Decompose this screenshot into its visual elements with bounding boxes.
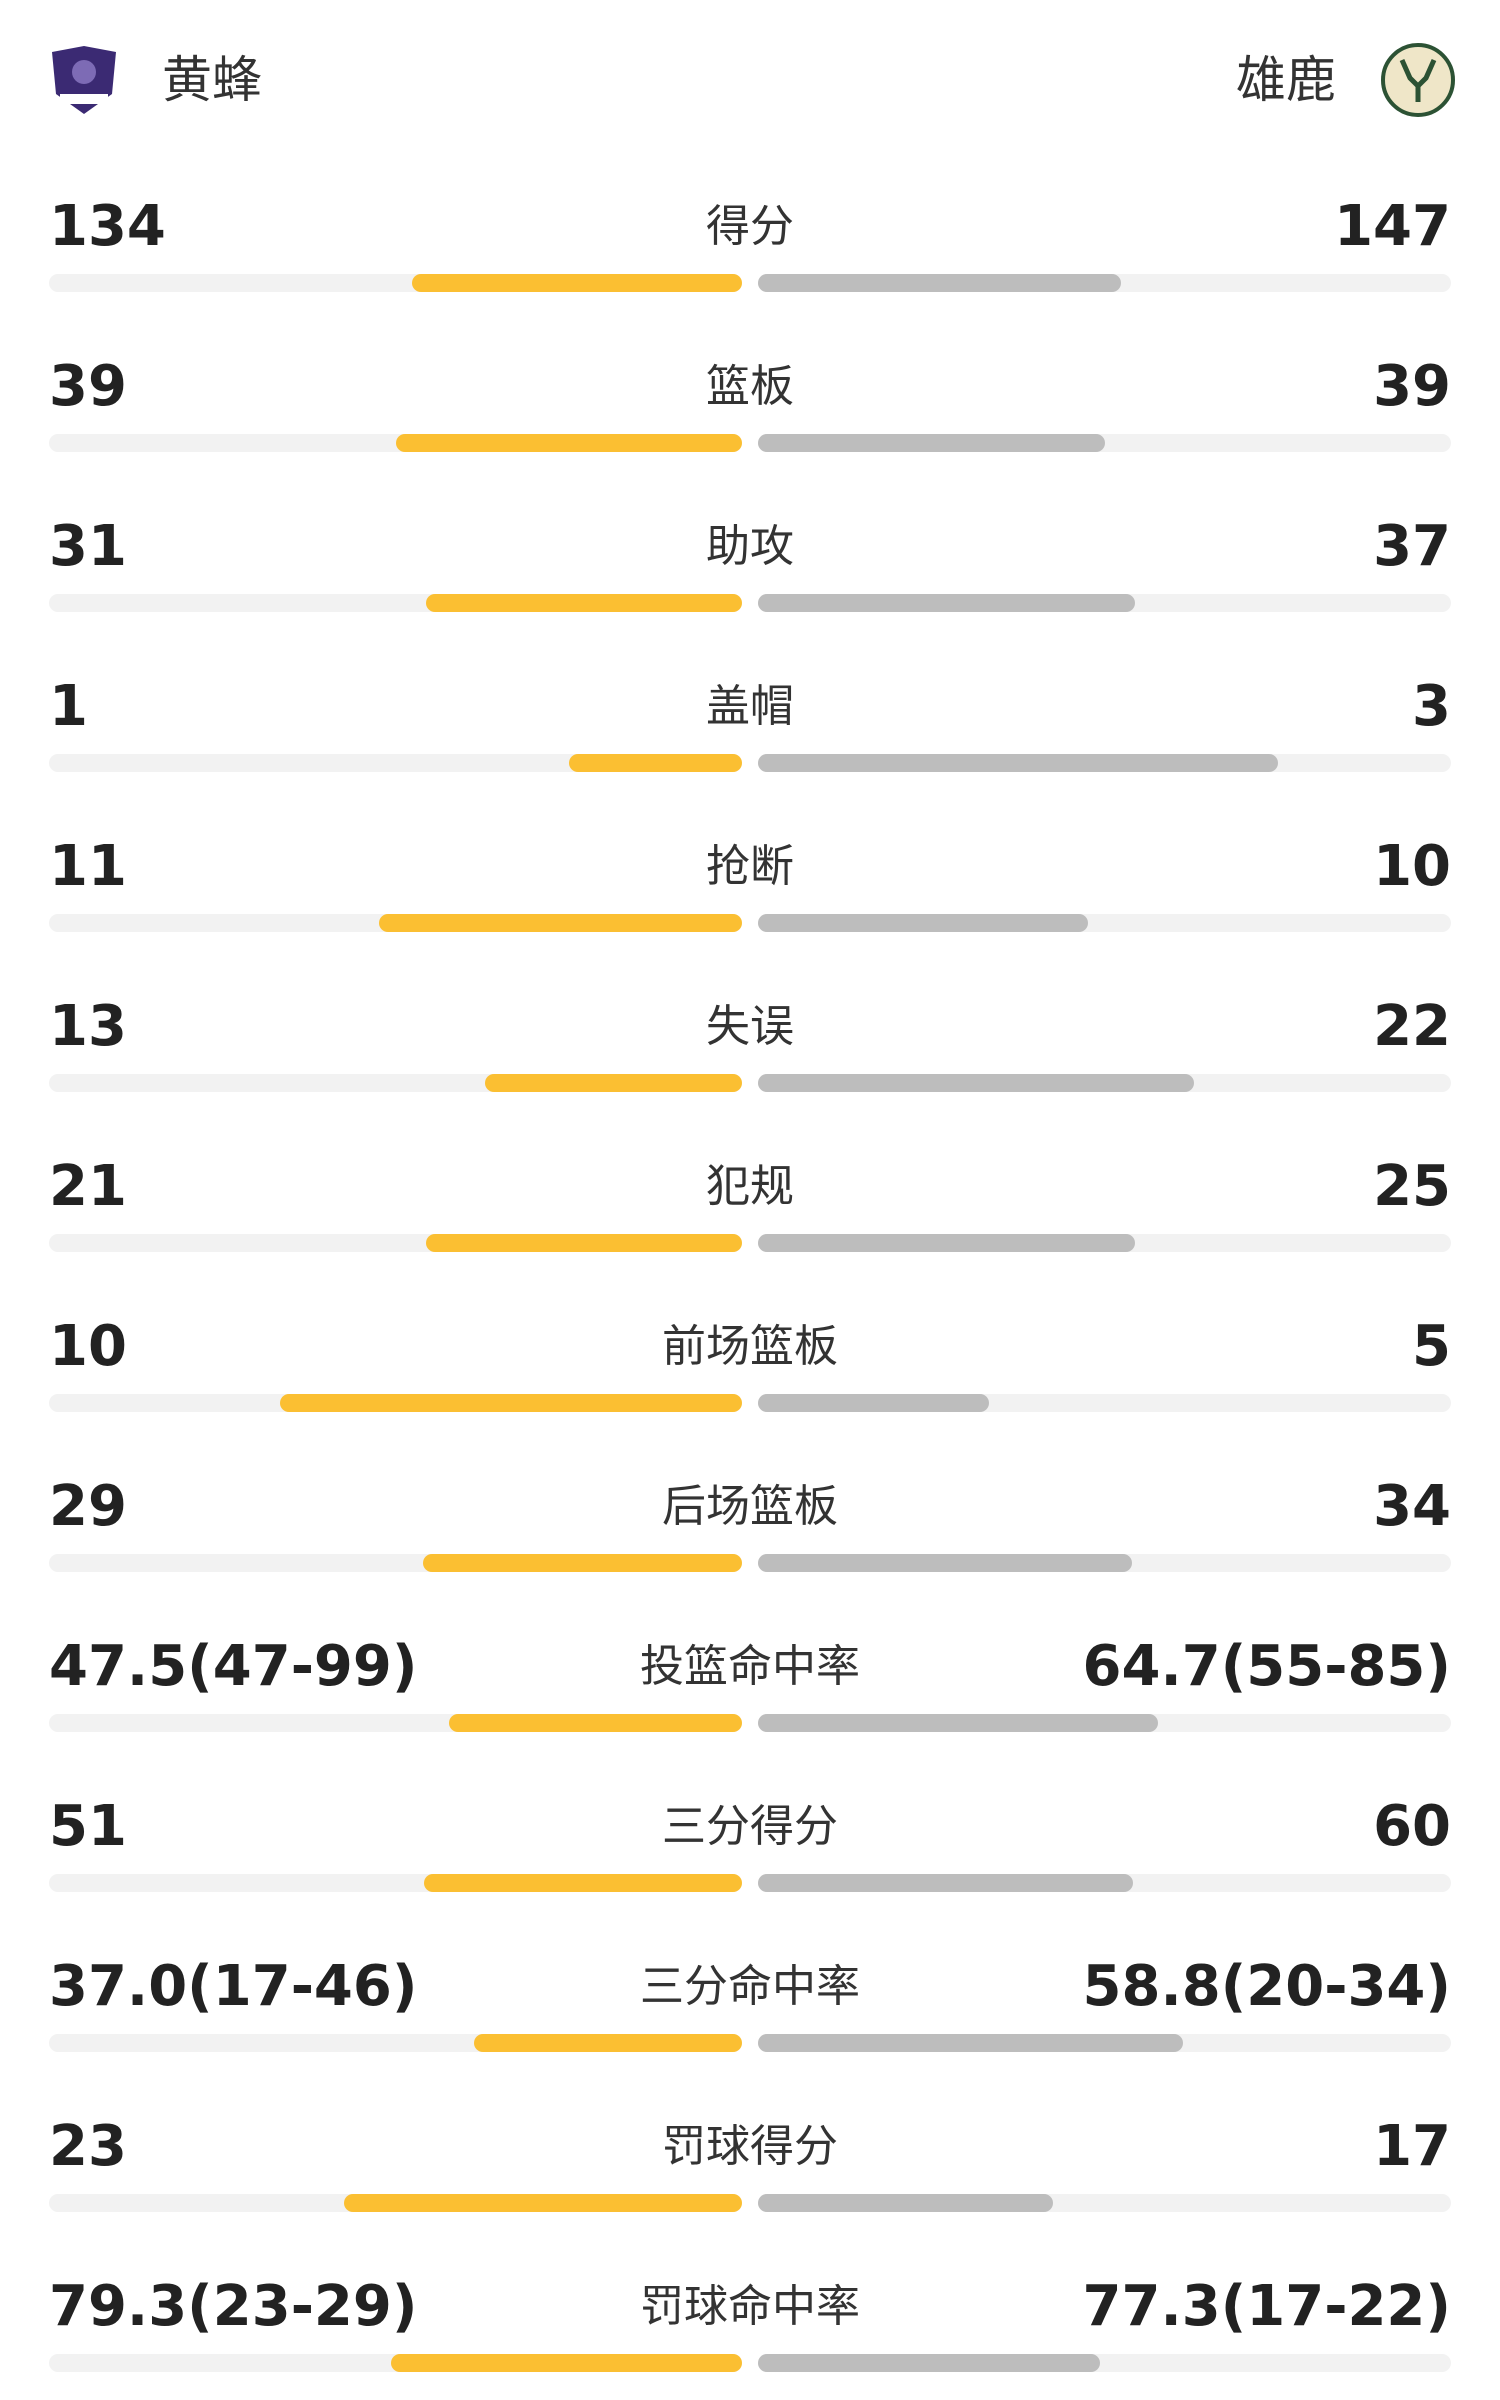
home-value: 79.3(23-29) [49, 2274, 418, 2339]
away-bar [758, 1394, 989, 1412]
home-value: 31 [49, 514, 127, 579]
away-bar [758, 2354, 1101, 2372]
home-value: 21 [49, 1154, 127, 1219]
home-bar [448, 1714, 742, 1732]
stat-label: 罚球得分 [662, 2121, 838, 2172]
away-logo [1381, 43, 1455, 117]
away-bar [758, 914, 1088, 932]
home-logo [52, 46, 116, 114]
home-bar [423, 1874, 742, 1892]
away-bar [758, 274, 1121, 292]
stat-label: 三分命中率 [640, 1961, 860, 2012]
home-bar [391, 2354, 742, 2372]
away-value: 77.3(17-22) [1082, 2274, 1451, 2339]
home-bar [280, 1394, 742, 1412]
stat-label: 抢断 [706, 841, 794, 892]
stat-label: 前场篮板 [662, 1321, 838, 1372]
home-bar [343, 2194, 742, 2212]
home-bar [426, 594, 742, 612]
away-bar [758, 2194, 1053, 2212]
away-value: 39 [1373, 354, 1451, 419]
away-bar [758, 1714, 1158, 1732]
away-bar [758, 434, 1105, 452]
home-bar [474, 2034, 742, 2052]
home-bar [411, 274, 742, 292]
home-bar [568, 754, 742, 772]
home-bar [423, 1554, 742, 1572]
stat-label: 得分 [706, 201, 794, 252]
home-team: 黄蜂 [162, 51, 262, 109]
away-bar [758, 1074, 1194, 1092]
stat-label: 后场篮板 [662, 1481, 838, 1532]
away-bar [758, 2034, 1184, 2052]
away-value: 34 [1373, 1474, 1451, 1539]
stat-label: 投篮命中率 [640, 1641, 860, 1692]
away-bar [758, 1234, 1135, 1252]
home-value: 1 [49, 674, 88, 739]
away-value: 17 [1373, 2114, 1451, 2179]
away-value: 10 [1373, 834, 1451, 899]
stat-label: 三分得分 [662, 1801, 838, 1852]
home-value: 47.5(47-99) [49, 1634, 418, 1699]
away-bar [758, 594, 1136, 612]
stat-label: 盖帽 [706, 681, 794, 732]
away-value: 147 [1334, 194, 1451, 259]
home-value: 134 [49, 194, 166, 259]
home-value: 13 [49, 994, 127, 1059]
away-value: 58.8(20-34) [1082, 1954, 1451, 2019]
away-bar [758, 754, 1278, 772]
home-value: 23 [49, 2114, 127, 2179]
home-value: 51 [49, 1794, 127, 1859]
home-value: 37.0(17-46) [49, 1954, 418, 2019]
stat-label: 犯规 [706, 1161, 794, 1212]
home-bar [379, 914, 742, 932]
home-bar [395, 434, 742, 452]
away-value: 22 [1373, 994, 1451, 1059]
stat-label: 篮板 [706, 361, 794, 412]
home-bar [425, 1234, 742, 1252]
away-value: 37 [1373, 514, 1451, 579]
away-value: 3 [1412, 674, 1451, 739]
away-value: 5 [1412, 1314, 1451, 1379]
home-value: 29 [49, 1474, 127, 1539]
stat-label: 罚球命中率 [640, 2281, 860, 2332]
home-bar [484, 1074, 742, 1092]
away-value: 64.7(55-85) [1082, 1634, 1451, 1699]
away-bar [758, 1554, 1132, 1572]
stat-label: 助攻 [706, 521, 794, 572]
away-bar [758, 1874, 1133, 1892]
home-value: 39 [49, 354, 127, 419]
stat-label: 失误 [706, 1001, 794, 1052]
home-value: 11 [49, 834, 127, 899]
away-value: 25 [1373, 1154, 1451, 1219]
away-team: 雄鹿 [1236, 51, 1336, 109]
away-value: 60 [1373, 1794, 1451, 1859]
home-value: 10 [49, 1314, 127, 1379]
